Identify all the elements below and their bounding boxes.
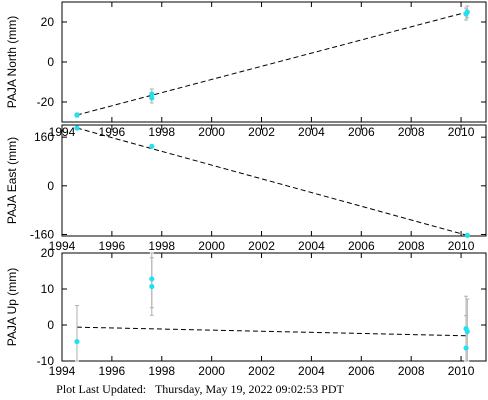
x-tick-label: 2000 (198, 364, 225, 378)
data-point (464, 9, 470, 15)
x-tick-label: 2006 (348, 239, 375, 253)
x-tick-label: 1994 (49, 364, 76, 378)
x-tick-label: 1996 (99, 239, 126, 253)
x-tick-label: 2006 (348, 125, 375, 139)
x-tick-label: 2002 (248, 125, 275, 139)
x-tick-label: 1996 (99, 364, 126, 378)
plot-updated-footer: Plot Last Updated: Thursday, May 19, 202… (0, 382, 400, 397)
data-point (149, 276, 155, 282)
y-axis-label: PAJA North (mm) (5, 16, 19, 108)
x-tick-label: 2000 (198, 125, 225, 139)
trend-line (76, 127, 468, 236)
x-tick-label: 2008 (398, 239, 425, 253)
y-tick-label: -160 (30, 227, 54, 241)
y-tick-label: 10 (41, 282, 55, 296)
x-tick-label: 2004 (298, 364, 325, 378)
y-tick-label: 20 (41, 246, 55, 260)
y-tick-label: -20 (37, 95, 55, 109)
x-tick-label: 1996 (99, 125, 126, 139)
data-point (74, 112, 80, 118)
x-tick-label: 1998 (148, 239, 175, 253)
plot-frame (61, 124, 487, 237)
y-tick-label: -10 (37, 354, 55, 368)
chart-panel-3: 1994 1996 1998 2000 2002 2004 2006 2008 2010-100… (5, 246, 487, 378)
data-point (149, 283, 155, 290)
data-point (74, 125, 80, 131)
x-tick-label: 1998 (148, 364, 175, 378)
data-point (149, 95, 155, 101)
data-point (464, 232, 470, 238)
data-point (464, 328, 470, 335)
updated-timestamp: Thursday, May 19, 2022 09:02:53 PDT (154, 382, 344, 396)
x-tick-label: 2004 (298, 239, 325, 253)
x-tick-label: 2004 (298, 125, 325, 139)
y-tick-label: 20 (41, 15, 55, 29)
chart-panel-1: 1994 1996 1998 2000 2002 2004 2006 2008 2010-200… (5, 1, 487, 139)
x-tick-label: 2010 (448, 125, 475, 139)
chart-panel-2: 1994 1996 1998 2000 2002 2004 2006 2008 2010 -160… (5, 124, 487, 253)
y-axis-label: PAJA East (mm) (5, 137, 19, 224)
data-point (74, 338, 80, 345)
data-point (463, 345, 469, 351)
y-tick-label: 0 (47, 55, 54, 69)
trend-line (76, 11, 468, 116)
trend-line (76, 326, 468, 337)
y-tick-label: 160 (34, 130, 54, 144)
data-point (149, 91, 155, 97)
x-tick-label: 1994 (49, 239, 76, 253)
x-tick-label: 2010 (448, 364, 475, 378)
data-point (149, 143, 155, 149)
y-axis-label: PAJA Up (mm) (5, 268, 19, 346)
y-tick-label: 0 (47, 179, 54, 193)
x-tick-label: 1998 (148, 125, 175, 139)
y-tick-label: 0 (47, 318, 54, 332)
plot-frame (61, 252, 487, 362)
x-tick-label: 2008 (398, 125, 425, 139)
x-tick-label: 2002 (248, 239, 275, 253)
x-tick-label: 2002 (248, 364, 275, 378)
plot-frame (61, 1, 487, 123)
x-tick-label: 2006 (348, 364, 375, 378)
x-tick-label: 2000 (198, 239, 225, 253)
updated-label: Plot Last Updated: (56, 382, 147, 396)
x-tick-label: 2008 (398, 364, 425, 378)
x-tick-label: 2010 (448, 239, 475, 253)
